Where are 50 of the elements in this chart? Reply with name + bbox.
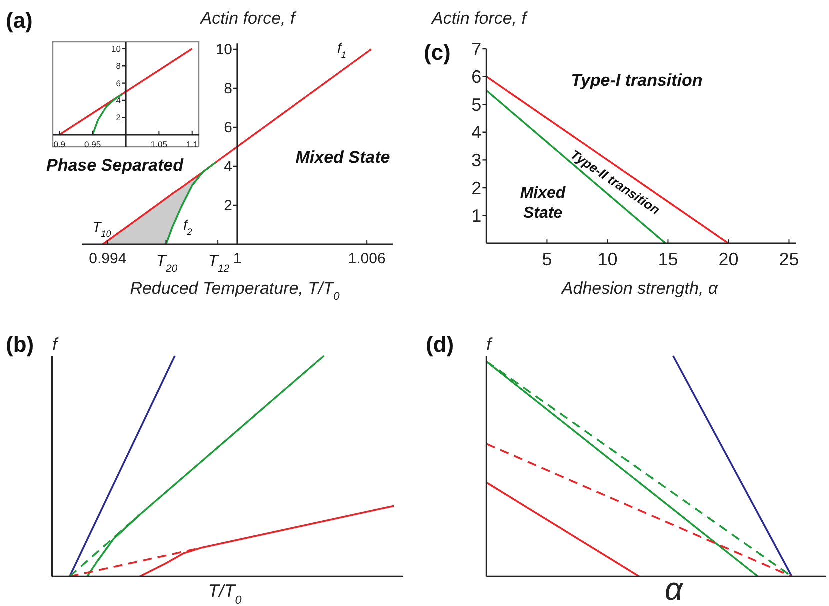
y-tick-label: 4 bbox=[116, 96, 122, 106]
annotation: Mixed State bbox=[296, 148, 390, 167]
annotation: Mixed State bbox=[520, 185, 567, 222]
annotation: Phase Separated bbox=[46, 156, 184, 175]
y-axis-title: f bbox=[486, 335, 494, 354]
chart-title: (a) bbox=[6, 8, 33, 33]
x-axis-title: T/T$_{0}$ bbox=[208, 581, 242, 606]
y-tick-label: 10 bbox=[216, 42, 232, 59]
y-tick-label: 4 bbox=[472, 122, 482, 143]
y-tick-label: 5 bbox=[472, 94, 482, 115]
y-tick-label: 10 bbox=[112, 44, 122, 54]
y-axis-title: Actin force, f bbox=[431, 9, 529, 28]
y-tick-label: 2 bbox=[472, 178, 482, 198]
y-tick-label: 6 bbox=[472, 67, 482, 88]
x-tick-label: 10 bbox=[598, 250, 618, 270]
line-series bbox=[92, 94, 124, 136]
annotation: Type-I transition bbox=[571, 71, 703, 90]
y-tick-label: 6 bbox=[116, 78, 122, 88]
annotation: f$_{2}$ bbox=[184, 217, 192, 237]
x-tick-label: 1.1 bbox=[186, 139, 199, 150]
y-tick-label: 4 bbox=[224, 158, 232, 176]
y-tick-label: 1 bbox=[472, 206, 482, 226]
x-tick-label: 0.9 bbox=[54, 139, 66, 150]
chart-title: (b) bbox=[6, 332, 34, 357]
y-tick-label: 8 bbox=[116, 61, 122, 72]
x-axis-title: Reduced Temperature, T/T$_{0}$ bbox=[130, 279, 341, 303]
x-tick-label: 15 bbox=[658, 250, 678, 270]
y-tick-label: 6 bbox=[224, 120, 232, 137]
y-axis-title: f bbox=[52, 335, 60, 354]
x-tick-label: 0.95 bbox=[84, 139, 102, 150]
text: T$_{12}$ bbox=[208, 253, 230, 274]
annotation: T$_{10}$ bbox=[92, 219, 112, 239]
y-axis-title: Actin force, f bbox=[200, 9, 298, 28]
y-tick-label: 2 bbox=[224, 198, 232, 215]
x-tick-label: 5 bbox=[542, 250, 552, 270]
x-tick-label: 1.05 bbox=[150, 139, 168, 150]
chart-title: (c) bbox=[424, 40, 451, 65]
chart-title: (d) bbox=[426, 332, 454, 357]
annotation: f$_{1}$ bbox=[338, 40, 346, 60]
x-tick-label: 20 bbox=[718, 250, 739, 270]
y-tick-label: 8 bbox=[224, 80, 232, 98]
y-tick-label: 3 bbox=[472, 150, 482, 170]
x-axis-title: α bbox=[664, 571, 684, 606]
y-tick-label: 2 bbox=[116, 112, 122, 123]
x-tick-label: 1.006 bbox=[348, 250, 386, 268]
x-tick-label: 0.994 bbox=[89, 250, 127, 268]
x-axis-title: Adhesion strength, α bbox=[560, 279, 720, 298]
x-tick-label: 25 bbox=[779, 250, 800, 270]
y-tick-label: 7 bbox=[472, 39, 482, 60]
text: T$_{20}$ bbox=[156, 253, 178, 274]
